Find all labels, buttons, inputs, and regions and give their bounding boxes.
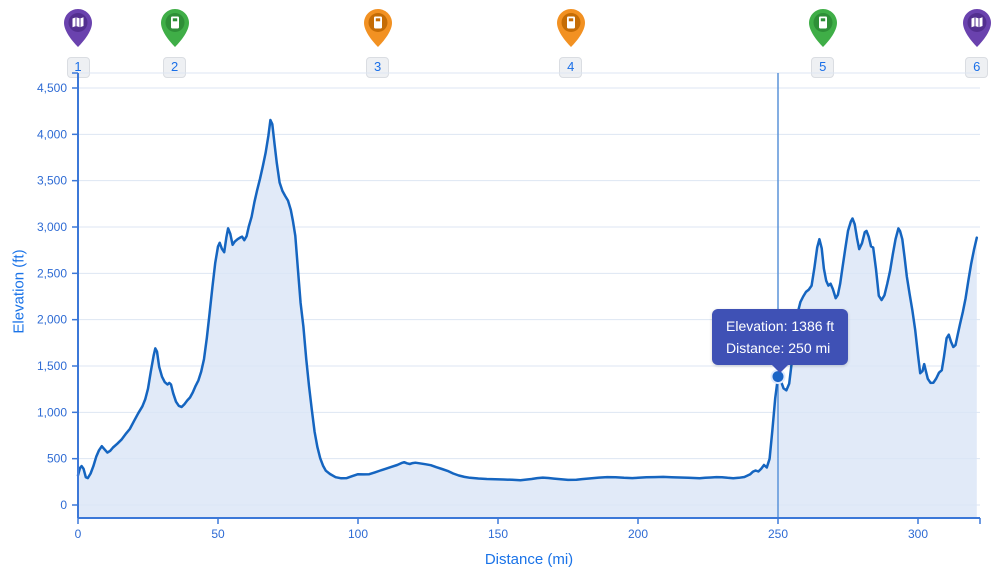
pin-shape: [160, 9, 189, 47]
pin-shape: [64, 9, 92, 47]
elevation-area-fill: [78, 120, 977, 518]
pin-shape: [962, 9, 991, 47]
waypoint-pin-3[interactable]: 3: [363, 8, 393, 78]
y-tick-label: 0: [60, 498, 67, 512]
y-tick-label: 2,000: [37, 313, 67, 327]
tooltip-elevation-line: Elevation: 1386 ft: [726, 318, 835, 334]
y-tick-label: 3,000: [37, 220, 67, 234]
y-axis-title: Elevation (ft): [10, 249, 28, 334]
pin-shape: [808, 9, 837, 47]
pin-shape: [556, 9, 585, 47]
y-tick-label: 3,500: [37, 174, 67, 188]
y-tick-label: 1,500: [37, 359, 67, 373]
y-tick-label: 2,500: [37, 266, 67, 280]
chart-tooltip: Elevation: 1386 ft Distance: 250 mi: [712, 309, 849, 373]
map-icon: [72, 17, 84, 28]
waypoint-pin-4[interactable]: 4: [556, 8, 586, 78]
waypoint-pin-6[interactable]: 6: [962, 8, 992, 78]
y-tick-label: 1,000: [37, 405, 67, 419]
elevation-line: [76, 118, 979, 482]
x-tick-label: 300: [908, 527, 928, 541]
waypoint-pin-2[interactable]: 2: [160, 8, 190, 78]
pin-shape: [363, 9, 392, 47]
x-axis-title: Distance (mi): [484, 551, 574, 568]
waypoint-pin-5[interactable]: 5: [808, 8, 838, 78]
tooltip-distance-line: Distance: 250 mi: [726, 340, 831, 356]
x-tick-label: 100: [348, 527, 368, 541]
y-tick-label: 4,000: [37, 127, 67, 141]
x-tick-label: 50: [211, 527, 225, 541]
x-tick-label: 250: [768, 527, 788, 541]
x-tick-label: 150: [488, 527, 508, 541]
x-tick-label: 0: [75, 527, 82, 541]
map-icon: [971, 17, 983, 28]
x-tick-label: 200: [628, 527, 648, 541]
y-tick-label: 500: [47, 452, 67, 466]
y-tick-label: 4,500: [37, 81, 67, 95]
